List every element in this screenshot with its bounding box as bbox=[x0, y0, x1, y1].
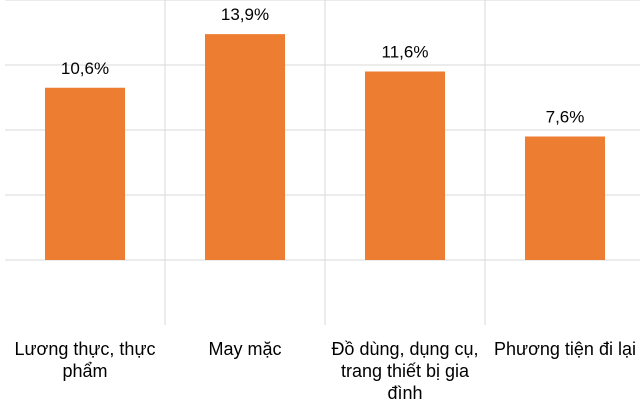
bar bbox=[525, 136, 605, 260]
x-tick-label: Phương tiện đi lại bbox=[494, 339, 636, 359]
x-tick-label: Lương thực, thực phẩm bbox=[14, 339, 156, 381]
bar bbox=[205, 34, 285, 260]
data-label: 11,6% bbox=[382, 43, 429, 62]
bar bbox=[45, 87, 125, 260]
x-tick-label: Đồ dùng, dụng cụ, trang thiết bị gia đìn… bbox=[331, 339, 479, 403]
bar bbox=[365, 71, 445, 260]
data-label: 13,9% bbox=[221, 5, 269, 24]
data-label: 7,6% bbox=[546, 108, 585, 127]
data-label: 10,6% bbox=[61, 59, 109, 78]
x-tick-label: May mặc bbox=[208, 339, 282, 359]
